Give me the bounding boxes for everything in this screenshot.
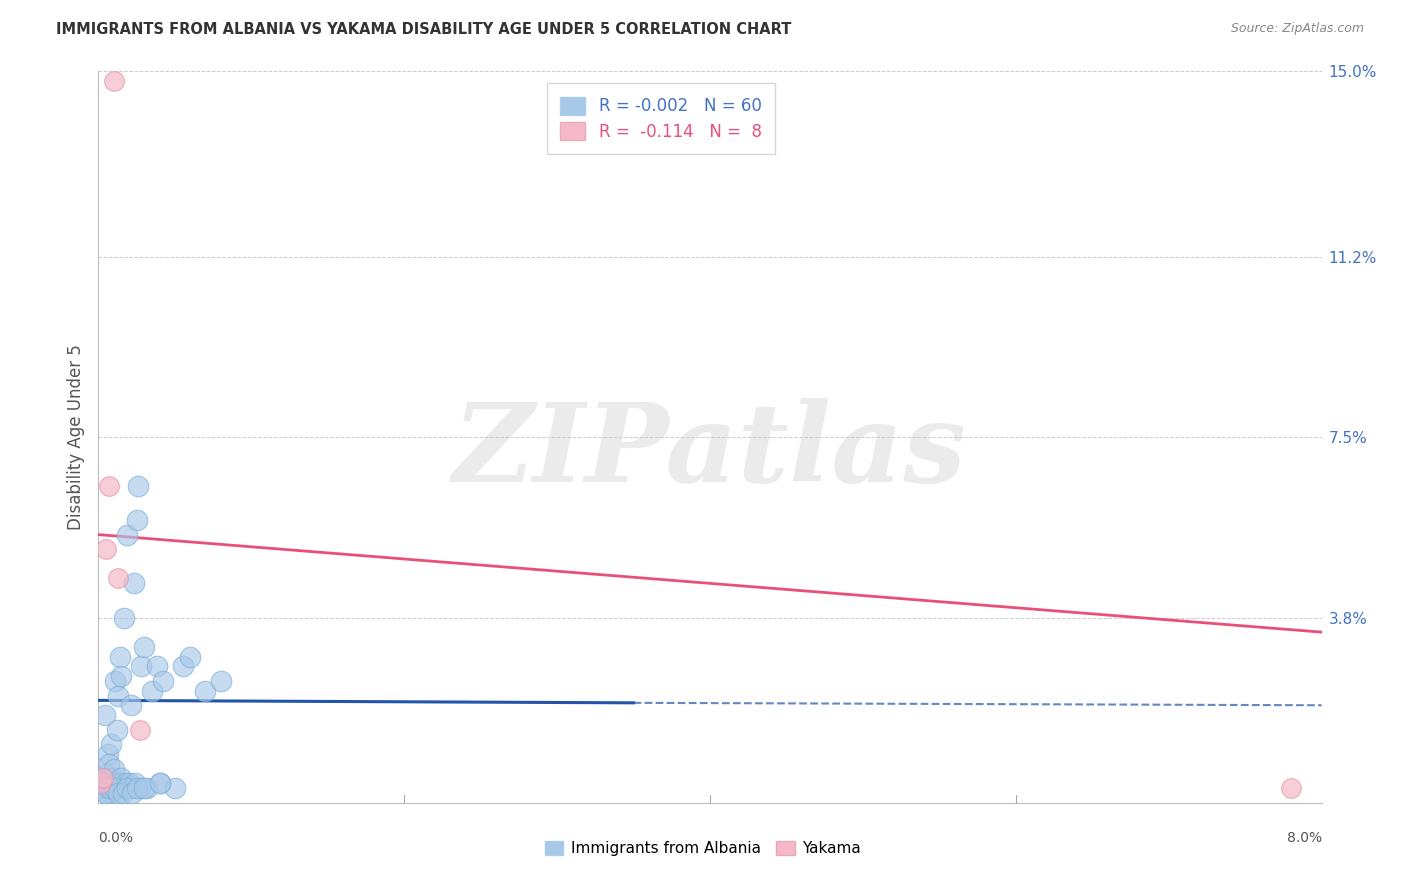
Point [94, 786, 117, 800]
Point [112, 610, 135, 624]
Point [107, 689, 129, 703]
Point [110, 669, 132, 683]
Point [121, 781, 143, 796]
Point [127, 479, 149, 493]
Point [98, 479, 121, 493]
Point [90, 776, 112, 790]
Point [107, 786, 129, 800]
Point [100, 786, 122, 800]
Point [134, 781, 156, 796]
Point [97, 747, 120, 761]
Point [128, 781, 150, 796]
Point [103, 74, 125, 88]
Point [94, 786, 117, 800]
Point [98, 781, 121, 796]
Point [91, 772, 114, 786]
Point [103, 776, 125, 790]
Point [90, 776, 112, 790]
Point [172, 659, 194, 673]
Point [94, 542, 117, 557]
Point [93, 708, 115, 723]
Point [107, 572, 129, 586]
Point [124, 776, 146, 790]
Point [107, 781, 129, 796]
Text: 0.0%: 0.0% [98, 831, 134, 846]
Point [117, 781, 139, 796]
Point [93, 772, 115, 786]
Point [118, 776, 141, 790]
Point [111, 781, 134, 796]
Point [103, 781, 125, 796]
Point [1279, 781, 1302, 796]
Point [108, 649, 131, 664]
Point [120, 698, 142, 713]
Text: Source: ZipAtlas.com: Source: ZipAtlas.com [1230, 22, 1364, 36]
Point [104, 781, 127, 796]
Point [111, 786, 134, 800]
Point [98, 756, 121, 771]
Point [98, 776, 121, 790]
Point [97, 781, 120, 796]
Point [94, 766, 117, 780]
Point [121, 786, 143, 800]
Point [110, 772, 132, 786]
Text: ZIPatlas: ZIPatlas [453, 398, 967, 506]
Text: IMMIGRANTS FROM ALBANIA VS YAKAMA DISABILITY AGE UNDER 5 CORRELATION CHART: IMMIGRANTS FROM ALBANIA VS YAKAMA DISABI… [56, 22, 792, 37]
Point [209, 673, 232, 688]
Point [108, 776, 131, 790]
Point [152, 673, 174, 688]
Point [105, 723, 128, 737]
Point [115, 776, 138, 790]
Point [117, 527, 139, 541]
Text: 8.0%: 8.0% [1286, 831, 1322, 846]
Point [104, 673, 127, 688]
Point [136, 781, 159, 796]
Point [129, 659, 152, 673]
Point [105, 776, 128, 790]
Point [179, 649, 201, 664]
Point [141, 683, 163, 698]
Point [194, 683, 217, 698]
Point [128, 723, 150, 737]
Point [163, 781, 186, 796]
Point [91, 781, 114, 796]
Point [134, 640, 156, 654]
Point [101, 781, 124, 796]
Point [103, 762, 125, 776]
Point [122, 576, 145, 591]
Legend: R = -0.002   N = 60, R =  -0.114   N =  8: R = -0.002 N = 60, R = -0.114 N = 8 [547, 83, 775, 154]
Point [149, 776, 172, 790]
Legend: Immigrants from Albania, Yakama: Immigrants from Albania, Yakama [538, 835, 868, 862]
Point [125, 513, 148, 527]
Point [125, 781, 148, 796]
Point [101, 772, 124, 786]
Point [149, 776, 172, 790]
Point [145, 659, 167, 673]
Y-axis label: Disability Age Under 5: Disability Age Under 5 [66, 344, 84, 530]
Point [100, 737, 122, 751]
